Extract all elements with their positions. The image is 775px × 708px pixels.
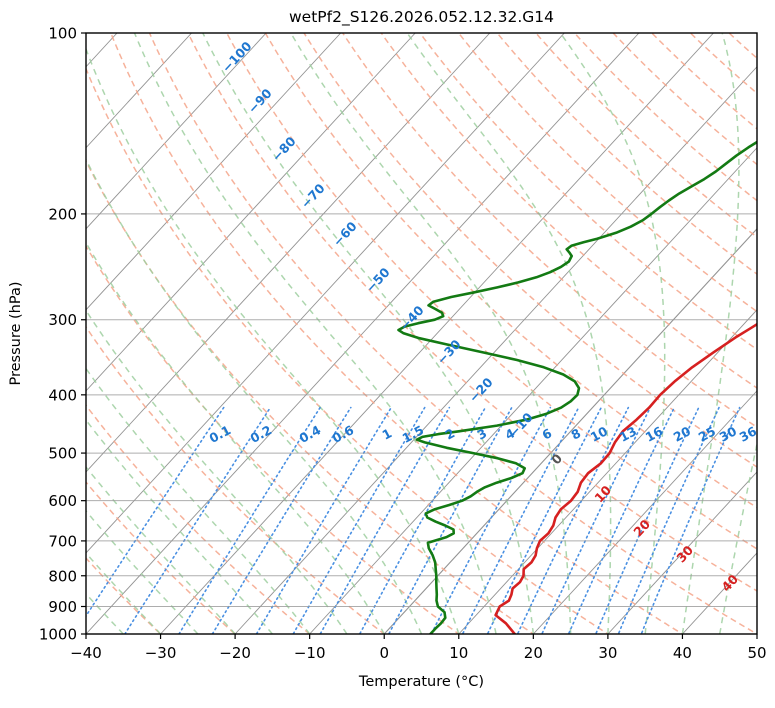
mixing-ratio-line (486, 406, 602, 634)
temperature-profile-line (494, 322, 757, 634)
plot-frame (85, 32, 758, 635)
moist-adiabat-line (86, 552, 162, 634)
x-tick-label: 0 (379, 644, 389, 662)
dry-adiabat-line (86, 66, 610, 634)
y-tick-label: 400 (48, 386, 77, 404)
dry-adiabat-line (264, 33, 757, 509)
isotherm-line (383, 227, 757, 634)
x-tick-label: 30 (598, 644, 617, 662)
x-tick-label: −40 (70, 644, 102, 662)
dry-adiabat-line (756, 22, 775, 371)
dry-adiabat-line (148, 33, 757, 634)
isotherm-line (86, 33, 267, 230)
isotherm-line (86, 33, 416, 392)
x-axis-label: Temperature (°C) (358, 674, 484, 690)
mixing-ratio-line (594, 406, 700, 634)
mixing-ratio-line (292, 406, 426, 634)
moist-adiabat-line (86, 509, 199, 634)
dry-adiabat-line (303, 33, 757, 468)
dry-adiabat-line (86, 557, 162, 634)
plot-content (86, 22, 775, 634)
dewpoint-profile-line (397, 140, 757, 634)
mixing-ratio-line (211, 406, 352, 634)
figure-text: wetPf2_S126.2026.052.12.32.G14 Temperatur… (8, 8, 554, 690)
moist-adiabat-line (86, 46, 460, 634)
moist-adiabat-line (86, 418, 273, 634)
x-tick-label: 40 (673, 644, 692, 662)
dry-adiabat-lines (86, 22, 775, 634)
moist-adiabat-lines (86, 33, 757, 634)
moist-adiabat-line (133, 33, 497, 634)
y-tick-label: 900 (48, 598, 77, 616)
dry-adiabat-line (86, 480, 237, 634)
dry-adiabat-line (86, 325, 386, 634)
y-axis-ticks: 100 200 300 400 500 600 700 800 900 1000 (39, 25, 86, 644)
mixing-ratio-line (567, 406, 676, 634)
moist-adiabat-line (406, 33, 612, 634)
pressure-gridlines (86, 33, 757, 634)
y-tick-label: 200 (48, 205, 77, 223)
mixing-ratio-line (430, 406, 552, 634)
mixing-ratio-line (178, 406, 321, 634)
dry-adiabat-line (110, 33, 684, 634)
isotherm-line (533, 390, 757, 634)
moist-adiabat-line (289, 33, 572, 634)
x-tick-label: −20 (219, 644, 251, 662)
y-tick-label: 700 (48, 532, 77, 550)
isotherm-line (234, 66, 757, 634)
moist-adiabat-line (718, 440, 757, 634)
moist-adiabat-line (86, 465, 236, 634)
moist-adiabat-line (86, 241, 385, 634)
moist-adiabat-line (559, 33, 666, 634)
y-tick-label: 600 (48, 492, 77, 510)
isotherm-line (86, 33, 491, 473)
y-tick-label: 100 (48, 25, 77, 43)
moist-adiabat-line (681, 33, 740, 634)
mixing-ratio-line (358, 406, 487, 634)
y-tick-label: 1000 (39, 626, 77, 644)
isotherm-line (86, 33, 565, 554)
dry-adiabat-line (225, 33, 757, 550)
dry-adiabat-line (86, 244, 461, 634)
mixing-ratio-line (461, 406, 580, 634)
isotherm-line (756, 633, 757, 634)
isotherm-line (86, 33, 192, 149)
dry-adiabat-line (187, 33, 757, 592)
plot-border (85, 32, 758, 635)
dry-adiabat-line (496, 33, 757, 275)
moist-adiabat-line (86, 157, 423, 634)
moist-adiabat-line (86, 367, 311, 634)
moist-adiabat-line (201, 33, 535, 634)
mixing-ratio-line (86, 406, 225, 618)
dry-adiabat-line (419, 33, 757, 351)
y-tick-label: 500 (48, 445, 77, 463)
x-tick-label: −10 (294, 644, 326, 662)
mixing-ratio-line (319, 406, 451, 634)
isotherm-line (607, 471, 757, 634)
x-tick-label: 50 (747, 644, 766, 662)
x-tick-label: 20 (524, 644, 543, 662)
y-axis-label: Pressure (hPa) (8, 281, 24, 385)
y-tick-label: 300 (48, 311, 77, 329)
mixing-ratio-line (123, 406, 272, 634)
y-tick-label: 800 (48, 567, 77, 585)
chart-title: wetPf2_S126.2026.052.12.32.G14 (289, 8, 554, 27)
x-axis-ticks: −40 −30 −20 −10 0 10 20 30 40 50 (70, 634, 767, 662)
mixing-ratio-line (255, 406, 392, 634)
isotherm-line (309, 147, 757, 634)
dry-adiabat-line (341, 33, 757, 429)
mixing-ratio-line (640, 406, 741, 634)
dry-adiabat-line (86, 404, 311, 634)
mixing-ratio-line (617, 406, 720, 634)
dry-adiabat-line (86, 159, 535, 634)
x-tick-label: 10 (449, 644, 468, 662)
moist-adiabat-line (756, 630, 757, 634)
x-tick-label: −30 (145, 644, 177, 662)
mixing-ratio-line (541, 406, 651, 634)
isotherm-line (86, 33, 342, 311)
